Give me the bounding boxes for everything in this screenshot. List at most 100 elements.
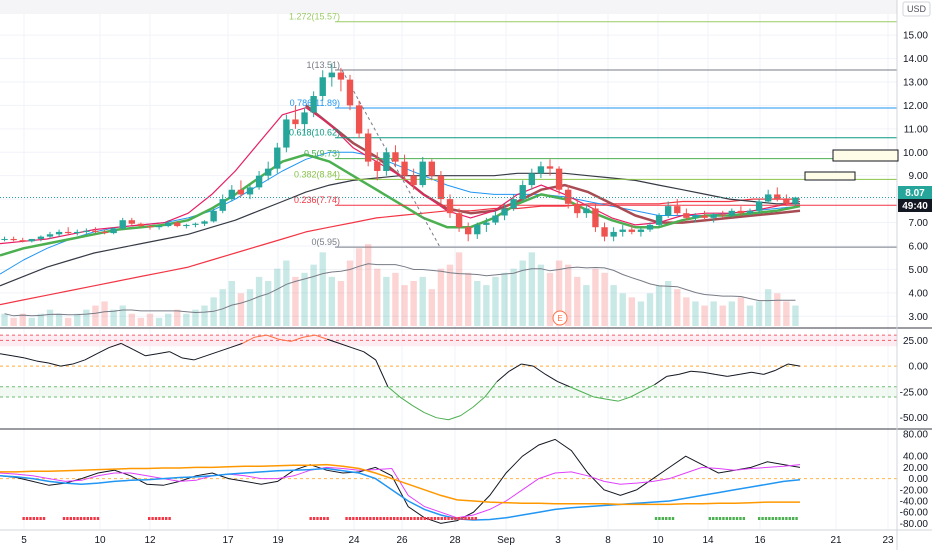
- candle[interactable]: [465, 222, 472, 242]
- candle[interactable]: [692, 213, 699, 223]
- candle[interactable]: [401, 154, 408, 181]
- candle[interactable]: [728, 208, 735, 218]
- time-axis[interactable]: 5 10 12 17 19 24 26 28 Sep 3 8 10 14 16 21 23: [21, 535, 894, 546]
- candle[interactable]: [755, 199, 763, 214]
- candle[interactable]: [646, 222, 654, 232]
- candle[interactable]: [610, 227, 617, 242]
- candle[interactable]: [455, 208, 463, 232]
- annotation-box[interactable]: [804, 171, 856, 181]
- candle[interactable]: [283, 114, 290, 153]
- currency-label[interactable]: USD: [902, 1, 931, 17]
- candle[interactable]: [501, 203, 508, 221]
- candle[interactable]: [92, 227, 99, 234]
- candle[interactable]: [365, 128, 372, 167]
- candle-body: [719, 214, 726, 216]
- candle[interactable]: [683, 208, 690, 221]
- candle[interactable]: [237, 180, 245, 197]
- candle[interactable]: [10, 236, 17, 242]
- candle[interactable]: [746, 208, 754, 216]
- candle[interactable]: [83, 228, 90, 235]
- candle[interactable]: [492, 210, 499, 225]
- annotation-box[interactable]: [832, 149, 899, 162]
- candle[interactable]: [301, 107, 308, 134]
- candle[interactable]: [428, 159, 435, 181]
- candle[interactable]: [1, 236, 8, 242]
- candle[interactable]: [146, 224, 154, 230]
- candle[interactable]: [383, 147, 390, 176]
- fib-trendline[interactable]: [341, 69, 441, 248]
- candle[interactable]: [392, 145, 399, 167]
- candle[interactable]: [228, 185, 235, 202]
- candle-body: [755, 201, 763, 211]
- candle[interactable]: [674, 199, 681, 216]
- candle[interactable]: [574, 199, 581, 218]
- candle[interactable]: [528, 168, 535, 190]
- candle[interactable]: [119, 217, 126, 230]
- candle[interactable]: [783, 194, 790, 207]
- signal-dot: [375, 517, 379, 520]
- candle[interactable]: [655, 213, 663, 228]
- candle[interactable]: [637, 227, 645, 237]
- candle[interactable]: [210, 208, 217, 223]
- candle[interactable]: [55, 229, 63, 237]
- candle[interactable]: [74, 229, 81, 236]
- candle[interactable]: [192, 222, 199, 228]
- candle[interactable]: [374, 152, 381, 181]
- candle[interactable]: [328, 63, 335, 87]
- candle[interactable]: [255, 171, 263, 190]
- candle[interactable]: [110, 227, 117, 235]
- candle[interactable]: [601, 222, 608, 242]
- oscillator-indicator[interactable]: [0, 438, 897, 524]
- candle[interactable]: [719, 210, 726, 218]
- candle[interactable]: [546, 159, 554, 176]
- candle[interactable]: [201, 220, 208, 227]
- candle[interactable]: [337, 67, 345, 92]
- candle[interactable]: [46, 231, 54, 239]
- candle[interactable]: [419, 156, 426, 188]
- candle[interactable]: [246, 185, 254, 200]
- candle[interactable]: [319, 70, 326, 101]
- candle[interactable]: [665, 201, 672, 218]
- candle[interactable]: [183, 223, 190, 229]
- candle[interactable]: [174, 221, 181, 228]
- candle[interactable]: [437, 171, 445, 204]
- time-tick-label: 21: [830, 535, 842, 546]
- candle[interactable]: [155, 224, 163, 230]
- candle[interactable]: [310, 91, 317, 118]
- candlesticks[interactable]: [0, 63, 897, 243]
- candle[interactable]: [628, 224, 635, 235]
- earnings-event-marker[interactable]: E: [552, 310, 568, 326]
- candle[interactable]: [592, 203, 599, 232]
- candle[interactable]: [137, 222, 145, 228]
- price-axis[interactable]: 3.004.005.006.007.008.009.0010.0011.0012…: [900, 31, 929, 530]
- candle[interactable]: [565, 185, 572, 209]
- candle[interactable]: [101, 229, 108, 235]
- candle[interactable]: [410, 168, 417, 190]
- candle[interactable]: [265, 161, 272, 181]
- candle[interactable]: [792, 196, 799, 207]
- candle[interactable]: [710, 213, 717, 223]
- candle[interactable]: [474, 222, 481, 239]
- rsi-indicator[interactable]: [0, 334, 897, 421]
- candle[interactable]: [619, 224, 626, 237]
- candle[interactable]: [19, 237, 26, 243]
- candle[interactable]: [774, 187, 781, 202]
- candle[interactable]: [128, 217, 135, 225]
- candle[interactable]: [555, 166, 563, 195]
- candle[interactable]: [274, 142, 281, 174]
- candle[interactable]: [65, 227, 72, 235]
- candle[interactable]: [292, 105, 299, 129]
- candle[interactable]: [737, 206, 745, 216]
- candle[interactable]: [583, 203, 590, 218]
- candle[interactable]: [165, 220, 172, 228]
- fibonacci-retracement[interactable]: 1.272(15.57)1(13.51)0.786(11.89)0.618(10…: [289, 12, 897, 248]
- candle[interactable]: [537, 161, 545, 179]
- candle[interactable]: [355, 100, 363, 139]
- candle[interactable]: [701, 210, 708, 221]
- candle[interactable]: [37, 235, 45, 242]
- candle[interactable]: [346, 74, 354, 111]
- candle[interactable]: [446, 194, 454, 218]
- candle[interactable]: [28, 238, 35, 243]
- candle[interactable]: [483, 217, 490, 232]
